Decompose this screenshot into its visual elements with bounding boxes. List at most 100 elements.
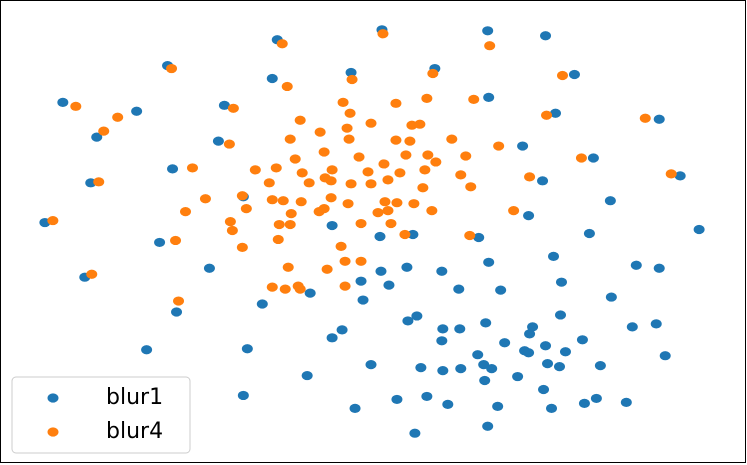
scatter-point: [480, 318, 492, 328]
scatter-point: [492, 401, 504, 411]
scatter-point: [342, 199, 354, 209]
scatter-point: [326, 333, 338, 343]
scatter-point: [212, 136, 224, 146]
scatter-point: [341, 123, 353, 133]
scatter-point: [318, 204, 330, 214]
scatter-point: [276, 39, 288, 49]
scatter-point: [524, 172, 536, 182]
scatter-point: [548, 251, 560, 261]
scatter-point: [281, 81, 293, 92]
scatter-point: [473, 232, 485, 243]
scatter-point: [256, 299, 268, 309]
scatter-point: [227, 103, 239, 113]
scatter-point: [70, 101, 82, 111]
scatter-point: [665, 169, 677, 179]
scatter-point: [171, 307, 183, 317]
scatter-point: [365, 360, 377, 370]
scatter-point: [98, 126, 110, 136]
scatter-point: [284, 134, 296, 144]
scatter-point: [226, 225, 238, 236]
scatter-point: [203, 263, 215, 273]
scatter-point: [556, 70, 568, 81]
scatter-point: [653, 114, 665, 124]
scatter-point: [199, 194, 211, 204]
scatter-point: [421, 93, 433, 103]
scatter-point: [273, 219, 285, 230]
scatter-point: [345, 67, 357, 78]
scatter-point: [626, 322, 638, 332]
scatter-point: [385, 218, 397, 229]
scatter-point: [304, 288, 316, 298]
scatter-point: [279, 284, 291, 294]
scatter-point: [141, 345, 153, 355]
scatter-point: [295, 197, 307, 207]
legend-label: blur1: [106, 385, 163, 410]
scatter-point: [541, 110, 553, 120]
scatter-point: [583, 228, 595, 239]
scatter-point: [282, 262, 294, 272]
scatter-point: [237, 390, 249, 401]
scatter-point: [436, 266, 448, 276]
scatter-point: [357, 295, 369, 305]
scatter-point: [578, 398, 590, 408]
scatter-point: [411, 311, 423, 321]
scatter-point: [414, 119, 426, 129]
scatter-point: [318, 147, 330, 157]
scatter-point: [355, 256, 367, 266]
legend-box: [11, 376, 191, 454]
scatter-point: [674, 171, 686, 181]
scatter-point: [266, 195, 278, 205]
scatter-point: [57, 97, 69, 107]
legend-marker: [47, 427, 59, 437]
scatter-point: [546, 403, 558, 413]
scatter-point: [483, 257, 495, 267]
scatter-point: [294, 115, 306, 125]
scatter-point: [542, 359, 554, 369]
scatter-point: [537, 176, 549, 186]
scatter-point: [523, 348, 535, 358]
scatter-point: [620, 397, 632, 407]
scatter-point: [421, 391, 433, 402]
scatter-point: [47, 215, 59, 226]
scatter-point: [401, 262, 413, 272]
scatter-point: [337, 97, 349, 107]
scatter-point: [301, 370, 313, 381]
scatter-point: [236, 191, 248, 201]
scatter-point: [240, 204, 252, 214]
scatter-point: [154, 237, 166, 248]
scatter-point: [93, 177, 105, 187]
scatter-point: [650, 319, 662, 329]
scatter-point: [296, 168, 308, 178]
scatter-point: [523, 211, 535, 221]
scatter-point: [437, 366, 449, 376]
scatter-point: [472, 350, 484, 360]
scatter-point: [454, 324, 466, 334]
scatter-point: [390, 135, 402, 145]
scatter-point: [417, 183, 429, 193]
scatter-point: [404, 136, 416, 146]
scatter-point: [325, 176, 337, 186]
scatter-point: [362, 167, 374, 177]
scatter-point: [453, 284, 465, 294]
scatter-point: [346, 74, 358, 85]
scatter-point: [379, 197, 391, 207]
scatter-point: [335, 241, 347, 252]
scatter-point: [270, 163, 282, 173]
scatter-point: [455, 364, 467, 374]
scatter-point: [241, 344, 253, 354]
scatter-point: [422, 150, 434, 160]
scatter-point: [605, 292, 617, 302]
scatter-point: [407, 229, 419, 240]
scatter-point: [186, 163, 198, 173]
scatter-point: [86, 269, 98, 279]
scatter-point: [284, 219, 296, 230]
scatter-point: [527, 322, 539, 332]
scatter-point: [355, 276, 367, 286]
scatter-point: [372, 208, 384, 218]
scatter-point: [446, 134, 458, 144]
scatter-point: [353, 152, 365, 162]
scatter-point: [382, 206, 394, 216]
scatter-point: [343, 134, 355, 144]
